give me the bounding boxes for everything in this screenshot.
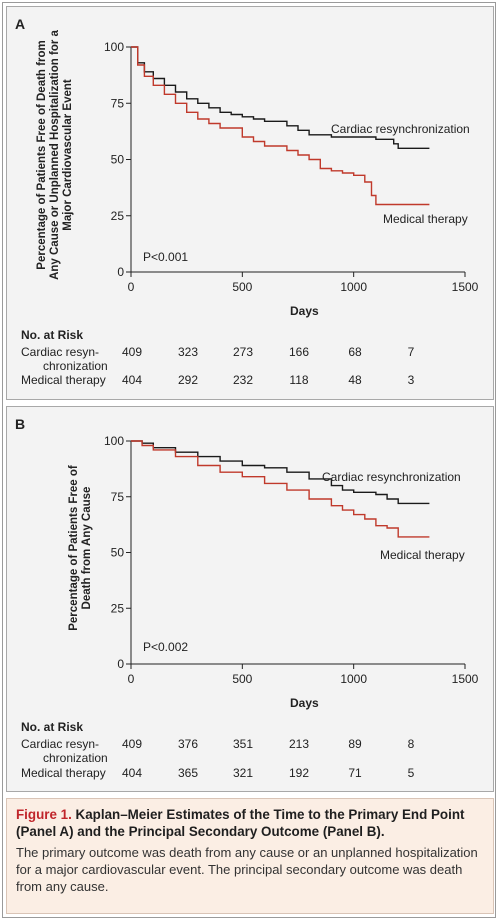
panel-a-medical-count: 404	[121, 373, 143, 387]
panel-b: B Percentage of Patients Free of Death f…	[6, 406, 494, 792]
panel-a-row-medical-label: Medical therapy	[21, 373, 106, 387]
panel-a-medical-count: 118	[289, 373, 309, 387]
panel-b-row-medical-label: Medical therapy	[21, 766, 106, 780]
panel-b-x-tick-label: 1500	[452, 672, 479, 686]
figure-caption: Figure 1. Kaplan–Meier Estimates of the …	[6, 798, 494, 914]
panel-a-medical-count: 48	[348, 373, 362, 387]
panel-b-medical-count: 71	[348, 766, 362, 780]
panel-a-crt-count: 273	[232, 345, 254, 359]
panel-b-crt-count: 213	[288, 737, 310, 751]
panel-b-medical-count: 365	[177, 766, 199, 780]
panel-b-crt-count: 8	[407, 737, 415, 751]
panel-b-crt-count: 409	[121, 737, 143, 751]
panel-a-x-tick-label: 0	[128, 280, 135, 294]
panel-b-medical-count: 192	[288, 766, 310, 780]
panel-a: A Percentage of Patients Free of Death f…	[6, 6, 494, 400]
panel-b-crt-count: 89	[348, 737, 362, 751]
panel-b-x-tick-label: 500	[232, 672, 252, 686]
panel-b-y-tick-label: 75	[111, 490, 125, 504]
panel-a-y-tick-label: 100	[104, 40, 124, 54]
panel-b-row-crt-label-2: chronization	[43, 751, 108, 765]
panel-a-series-1-curve	[131, 46, 430, 206]
panel-a-crt-count: 68	[348, 345, 362, 359]
panel-a-x-tick-label: 500	[232, 280, 252, 294]
panel-b-at-risk-title: No. at Risk	[21, 720, 84, 734]
panel-b-x-tick-label: 0	[128, 672, 135, 686]
panel-a-p-value: P<0.001	[143, 250, 189, 264]
panel-a-crt-count: 409	[121, 345, 143, 359]
figure-number: Figure 1.	[16, 807, 72, 822]
panel-a-y-tick-label: 0	[117, 265, 124, 279]
panel-a-label: A	[15, 16, 26, 32]
panel-b-y-tick-label: 0	[117, 657, 124, 671]
panel-b-series-1-curve	[131, 440, 430, 538]
panel-a-crt-count: 7	[407, 345, 415, 359]
panel-b-p-value: P<0.002	[143, 640, 189, 654]
panel-a-x-axis-label: Days	[290, 304, 319, 318]
panel-b-crt-count: 351	[232, 737, 254, 751]
panel-b-x-tick-label: 1000	[340, 672, 367, 686]
panel-a-row-crt-label-2: chronization	[43, 359, 108, 373]
panel-b-y-tick-label: 100	[104, 434, 124, 448]
panel-b-medical-count: 321	[232, 766, 254, 780]
caption-body: The primary outcome was death from any c…	[16, 845, 478, 894]
panel-a-series-0-curve	[131, 46, 430, 149]
panel-b-crt-count: 376	[177, 737, 199, 751]
panel-b-series-0-label: Cardiac resynchronization	[322, 470, 461, 484]
panel-a-medical-count: 232	[232, 373, 254, 387]
panel-a-crt-count: 166	[288, 345, 310, 359]
panel-a-x-tick-label: 1500	[452, 280, 479, 294]
panel-a-medical-count: 3	[407, 373, 415, 387]
panel-a-medical-count: 292	[177, 373, 199, 387]
caption-title: Kaplan–Meier Estimates of the Time to th…	[16, 807, 465, 839]
panel-b-label: B	[15, 416, 26, 432]
panel-b-medical-count: 5	[407, 766, 415, 780]
panel-b-series-1-label: Medical therapy	[380, 548, 465, 562]
panel-b-y-tick-label: 50	[111, 546, 125, 560]
panel-a-crt-count: 323	[177, 345, 199, 359]
panel-a-x-tick-label: 1000	[340, 280, 367, 294]
panel-b-medical-count: 404	[121, 766, 143, 780]
panel-b-series-0-curve	[131, 440, 430, 505]
panel-a-y-tick-label: 75	[111, 96, 125, 110]
panel-a-series-1-label: Medical therapy	[383, 212, 468, 226]
panel-a-y-tick-label: 50	[111, 153, 125, 167]
panel-b-y-tick-label: 25	[111, 601, 125, 615]
panel-b-row-crt-label-1: Cardiac resyn-	[21, 737, 100, 751]
panel-a-row-crt-label-1: Cardiac resyn-	[21, 345, 100, 359]
panel-b-x-axis-label: Days	[290, 696, 319, 710]
panel-a-y-tick-label: 25	[111, 209, 125, 223]
panel-a-at-risk-title: No. at Risk	[21, 328, 84, 342]
panel-a-series-0-label: Cardiac resynchronization	[331, 122, 470, 136]
